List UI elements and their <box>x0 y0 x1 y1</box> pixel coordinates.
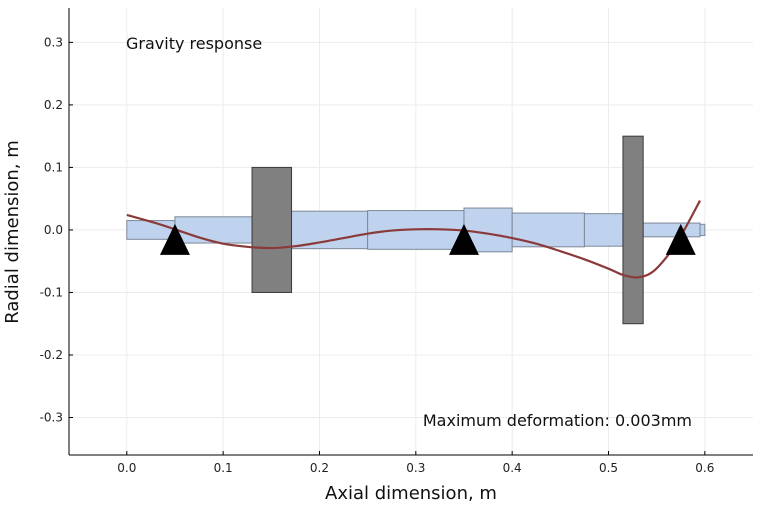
disk-0 <box>251 166 293 293</box>
annotation-max-deformation: Maximum deformation: 0.003mm <box>423 411 692 430</box>
shaft-element-8 <box>699 223 706 237</box>
bearing-0 <box>159 223 190 255</box>
x-tick-label-1: 0.1 <box>214 461 233 475</box>
y-tick-label-4: 0.1 <box>44 160 63 174</box>
bearing-2 <box>665 223 696 255</box>
axes <box>68 8 753 456</box>
shaft-element-0 <box>126 220 176 240</box>
deformation-curve <box>126 200 701 279</box>
deformation-curve-group <box>126 200 701 279</box>
x-tick-label-5: 0.5 <box>599 461 618 475</box>
shaft-element-6 <box>583 213 624 247</box>
x-tick-label-6: 0.6 <box>695 461 714 475</box>
annotation-gravity-response: Gravity response <box>126 34 262 53</box>
x-tick-label-0: 0.0 <box>117 461 136 475</box>
disk-1 <box>622 135 644 325</box>
y-tick-label-1: -0.2 <box>40 348 63 362</box>
shaft-element-1 <box>174 216 253 244</box>
bearings <box>159 223 696 255</box>
x-tick-label-4: 0.4 <box>503 461 522 475</box>
bearing-1 <box>448 223 479 255</box>
y-tick-label-2: -0.1 <box>40 285 63 299</box>
y-tick-label-0: -0.3 <box>40 410 63 424</box>
x-tick-label-2: 0.2 <box>310 461 329 475</box>
y-tick-label-6: 0.3 <box>44 35 63 49</box>
y-tick-label-5: 0.2 <box>44 98 63 112</box>
y-axis-label: Radial dimension, m <box>2 140 23 324</box>
tick-labels: 0.0 0.1 0.2 0.3 0.4 0.5 0.6 -0.3 -0.2 -0.1 0.0 0.1 0… <box>40 35 715 475</box>
x-tick-label-3: 0.3 <box>406 461 425 475</box>
shaft-element-5 <box>511 212 585 248</box>
x-axis-label: Axial dimension, m <box>325 483 497 504</box>
y-tick-label-3: 0.0 <box>44 223 63 237</box>
